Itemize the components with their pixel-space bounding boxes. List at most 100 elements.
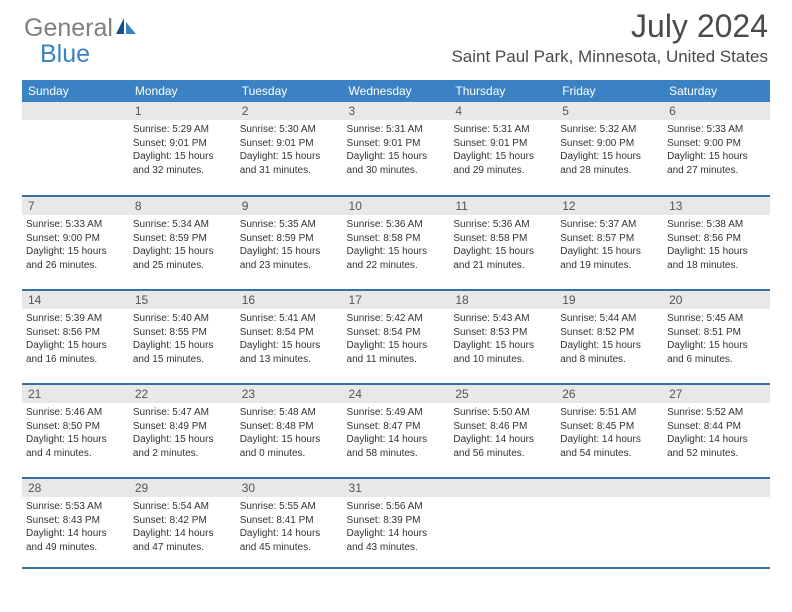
day-number: 4 [449, 102, 556, 120]
sunset-line: Sunset: 8:57 PM [560, 232, 659, 246]
daylight-line: Daylight: 14 hours and 47 minutes. [133, 527, 232, 554]
sunset-line: Sunset: 9:00 PM [26, 232, 125, 246]
calendar-cell: 4Sunrise: 5:31 AMSunset: 9:01 PMDaylight… [449, 102, 556, 196]
day-info: Sunrise: 5:54 AMSunset: 8:42 PMDaylight:… [129, 497, 236, 557]
sunrise-line: Sunrise: 5:46 AM [26, 406, 125, 420]
daylight-line: Daylight: 15 hours and 25 minutes. [133, 245, 232, 272]
day-number: 11 [449, 197, 556, 215]
day-number: 2 [236, 102, 343, 120]
sunrise-line: Sunrise: 5:41 AM [240, 312, 339, 326]
calendar-table: Sunday Monday Tuesday Wednesday Thursday… [22, 80, 770, 569]
day-info: Sunrise: 5:49 AMSunset: 8:47 PMDaylight:… [343, 403, 450, 463]
dayhdr-friday: Friday [556, 80, 663, 102]
calendar-cell: 1Sunrise: 5:29 AMSunset: 9:01 PMDaylight… [129, 102, 236, 196]
sunset-line: Sunset: 8:45 PM [560, 420, 659, 434]
sunset-line: Sunset: 8:47 PM [347, 420, 446, 434]
dayhdr-saturday: Saturday [663, 80, 770, 102]
calendar-cell [22, 102, 129, 196]
calendar-week-row: 7Sunrise: 5:33 AMSunset: 9:00 PMDaylight… [22, 196, 770, 290]
day-number: 15 [129, 291, 236, 309]
sunset-line: Sunset: 8:48 PM [240, 420, 339, 434]
daylight-line: Daylight: 15 hours and 16 minutes. [26, 339, 125, 366]
day-info: Sunrise: 5:39 AMSunset: 8:56 PMDaylight:… [22, 309, 129, 369]
day-number: 24 [343, 385, 450, 403]
logo-text-blue: Blue [40, 40, 90, 68]
sunrise-line: Sunrise: 5:50 AM [453, 406, 552, 420]
day-info: Sunrise: 5:35 AMSunset: 8:59 PMDaylight:… [236, 215, 343, 275]
sunset-line: Sunset: 9:01 PM [240, 137, 339, 151]
day-number: 12 [556, 197, 663, 215]
calendar-cell: 2Sunrise: 5:30 AMSunset: 9:01 PMDaylight… [236, 102, 343, 196]
day-number: 9 [236, 197, 343, 215]
sunset-line: Sunset: 8:58 PM [347, 232, 446, 246]
day-info: Sunrise: 5:56 AMSunset: 8:39 PMDaylight:… [343, 497, 450, 557]
dayhdr-sunday: Sunday [22, 80, 129, 102]
daylight-line: Daylight: 15 hours and 23 minutes. [240, 245, 339, 272]
sunset-line: Sunset: 9:00 PM [667, 137, 766, 151]
sunrise-line: Sunrise: 5:38 AM [667, 218, 766, 232]
calendar-cell: 29Sunrise: 5:54 AMSunset: 8:42 PMDayligh… [129, 478, 236, 568]
day-info: Sunrise: 5:36 AMSunset: 8:58 PMDaylight:… [343, 215, 450, 275]
day-header-row: Sunday Monday Tuesday Wednesday Thursday… [22, 80, 770, 102]
day-number: 14 [22, 291, 129, 309]
day-info: Sunrise: 5:31 AMSunset: 9:01 PMDaylight:… [343, 120, 450, 180]
day-info: Sunrise: 5:38 AMSunset: 8:56 PMDaylight:… [663, 215, 770, 275]
calendar-cell: 22Sunrise: 5:47 AMSunset: 8:49 PMDayligh… [129, 384, 236, 478]
sail-icon [116, 18, 138, 41]
day-number: 20 [663, 291, 770, 309]
sunrise-line: Sunrise: 5:34 AM [133, 218, 232, 232]
dayhdr-monday: Monday [129, 80, 236, 102]
day-number: 18 [449, 291, 556, 309]
dayhdr-thursday: Thursday [449, 80, 556, 102]
day-number: 10 [343, 197, 450, 215]
sunset-line: Sunset: 8:55 PM [133, 326, 232, 340]
sunrise-line: Sunrise: 5:44 AM [560, 312, 659, 326]
calendar-cell: 19Sunrise: 5:44 AMSunset: 8:52 PMDayligh… [556, 290, 663, 384]
day-number: 7 [22, 197, 129, 215]
day-number [663, 479, 770, 497]
logo-text-general: General [24, 14, 113, 43]
day-info: Sunrise: 5:33 AMSunset: 9:00 PMDaylight:… [22, 215, 129, 275]
daylight-line: Daylight: 15 hours and 29 minutes. [453, 150, 552, 177]
sunset-line: Sunset: 8:56 PM [667, 232, 766, 246]
day-number: 1 [129, 102, 236, 120]
sunset-line: Sunset: 8:39 PM [347, 514, 446, 528]
daylight-line: Daylight: 14 hours and 52 minutes. [667, 433, 766, 460]
daylight-line: Daylight: 15 hours and 18 minutes. [667, 245, 766, 272]
sunrise-line: Sunrise: 5:56 AM [347, 500, 446, 514]
dayhdr-wednesday: Wednesday [343, 80, 450, 102]
calendar-cell: 15Sunrise: 5:40 AMSunset: 8:55 PMDayligh… [129, 290, 236, 384]
day-info: Sunrise: 5:42 AMSunset: 8:54 PMDaylight:… [343, 309, 450, 369]
sunrise-line: Sunrise: 5:48 AM [240, 406, 339, 420]
calendar-cell: 24Sunrise: 5:49 AMSunset: 8:47 PMDayligh… [343, 384, 450, 478]
day-info: Sunrise: 5:47 AMSunset: 8:49 PMDaylight:… [129, 403, 236, 463]
calendar-cell: 31Sunrise: 5:56 AMSunset: 8:39 PMDayligh… [343, 478, 450, 568]
sunrise-line: Sunrise: 5:43 AM [453, 312, 552, 326]
day-info: Sunrise: 5:44 AMSunset: 8:52 PMDaylight:… [556, 309, 663, 369]
month-title: July 2024 [451, 8, 768, 45]
daylight-line: Daylight: 14 hours and 43 minutes. [347, 527, 446, 554]
day-number: 30 [236, 479, 343, 497]
day-number: 13 [663, 197, 770, 215]
location: Saint Paul Park, Minnesota, United State… [451, 47, 768, 67]
daylight-line: Daylight: 15 hours and 32 minutes. [133, 150, 232, 177]
daylight-line: Daylight: 15 hours and 21 minutes. [453, 245, 552, 272]
calendar-cell: 23Sunrise: 5:48 AMSunset: 8:48 PMDayligh… [236, 384, 343, 478]
day-info: Sunrise: 5:33 AMSunset: 9:00 PMDaylight:… [663, 120, 770, 180]
sunrise-line: Sunrise: 5:49 AM [347, 406, 446, 420]
day-number: 25 [449, 385, 556, 403]
daylight-line: Daylight: 15 hours and 22 minutes. [347, 245, 446, 272]
sunset-line: Sunset: 8:50 PM [26, 420, 125, 434]
sunrise-line: Sunrise: 5:35 AM [240, 218, 339, 232]
calendar-cell: 7Sunrise: 5:33 AMSunset: 9:00 PMDaylight… [22, 196, 129, 290]
calendar-cell: 13Sunrise: 5:38 AMSunset: 8:56 PMDayligh… [663, 196, 770, 290]
sunset-line: Sunset: 8:58 PM [453, 232, 552, 246]
daylight-line: Daylight: 15 hours and 10 minutes. [453, 339, 552, 366]
day-info: Sunrise: 5:55 AMSunset: 8:41 PMDaylight:… [236, 497, 343, 557]
calendar-week-row: 21Sunrise: 5:46 AMSunset: 8:50 PMDayligh… [22, 384, 770, 478]
sunrise-line: Sunrise: 5:47 AM [133, 406, 232, 420]
daylight-line: Daylight: 15 hours and 28 minutes. [560, 150, 659, 177]
day-info: Sunrise: 5:36 AMSunset: 8:58 PMDaylight:… [449, 215, 556, 275]
sunset-line: Sunset: 8:46 PM [453, 420, 552, 434]
calendar-week-row: 14Sunrise: 5:39 AMSunset: 8:56 PMDayligh… [22, 290, 770, 384]
